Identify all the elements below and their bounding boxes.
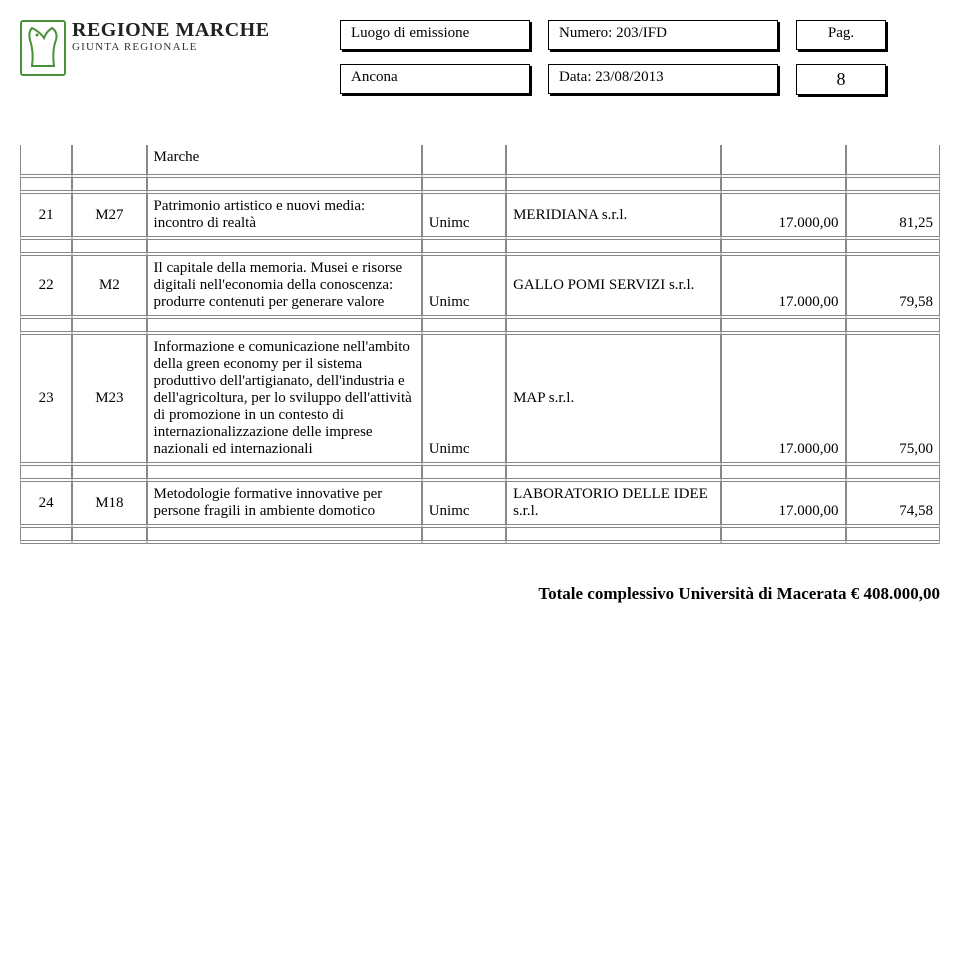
row-number: 22 [20,256,72,315]
row-uni: Unimc [422,335,506,462]
info-boxes: Luogo di emissione Ancona Numero: 203/IF… [340,20,940,95]
row-desc: Metodologie formative innovative per per… [147,482,422,524]
region-subtitle: GIUNTA REGIONALE [72,41,270,53]
row-percent: 81,25 [846,194,940,236]
table-row: 23M23Informazione e comunicazione nell'a… [20,335,940,462]
row-separator [20,315,940,335]
row-entity: LABORATORIO DELLE IDEE s.r.l. [506,482,721,524]
table-row: 22M2Il capitale della memoria. Musei e r… [20,256,940,315]
logo-block: REGIONE MARCHE GIUNTA REGIONALE [20,20,330,76]
luogo-label: Luogo di emissione [340,20,530,50]
pag-value: 8 [796,64,886,95]
region-title: REGIONE MARCHE [72,20,270,41]
row-separator [20,462,940,482]
top-continuation-row: Marche [20,145,940,174]
table-row: 21M27Patrimonio artistico e nuovi media:… [20,194,940,236]
row-entity: MAP s.r.l. [506,335,721,462]
region-logo [20,20,66,76]
document-header: REGIONE MARCHE GIUNTA REGIONALE Luogo di… [20,20,940,95]
pag-label: Pag. [796,20,886,50]
row-desc: Informazione e comunicazione nell'ambito… [147,335,422,462]
row-desc: Patrimonio artistico e nuovi media: inco… [147,194,422,236]
row-code: M23 [72,335,146,462]
row-uni: Unimc [422,194,506,236]
row-separator [20,524,940,544]
numero-label: Numero: 203/IFD [548,20,778,50]
row-uni: Unimc [422,482,506,524]
row-number: 23 [20,335,72,462]
row-number: 21 [20,194,72,236]
row-amount: 17.000,00 [721,194,846,236]
woodpecker-icon [22,22,64,74]
row-percent: 75,00 [846,335,940,462]
col-pag: Pag. 8 [796,20,886,95]
row-percent: 74,58 [846,482,940,524]
row-entity: GALLO POMI SERVIZI s.r.l. [506,256,721,315]
col-luogo: Luogo di emissione Ancona [340,20,530,95]
main-table: Marche 21M27Patrimonio artistico e nuovi… [20,145,940,544]
data-label: Data: 23/08/2013 [548,64,778,94]
grand-total: Totale complessivo Università di Macerat… [20,584,940,604]
table-row: 24M18Metodologie formative innovative pe… [20,482,940,524]
row-separator [20,174,940,194]
row-desc: Il capitale della memoria. Musei e risor… [147,256,422,315]
row-uni: Unimc [422,256,506,315]
row-code: M2 [72,256,146,315]
col-numero: Numero: 203/IFD Data: 23/08/2013 [548,20,778,95]
row-percent: 79,58 [846,256,940,315]
row-amount: 17.000,00 [721,482,846,524]
row-number: 24 [20,482,72,524]
row-entity: MERIDIANA s.r.l. [506,194,721,236]
luogo-value: Ancona [340,64,530,94]
row-amount: 17.000,00 [721,335,846,462]
top-row-label: Marche [147,145,422,174]
row-code: M27 [72,194,146,236]
row-code: M18 [72,482,146,524]
row-amount: 17.000,00 [721,256,846,315]
row-separator [20,236,940,256]
